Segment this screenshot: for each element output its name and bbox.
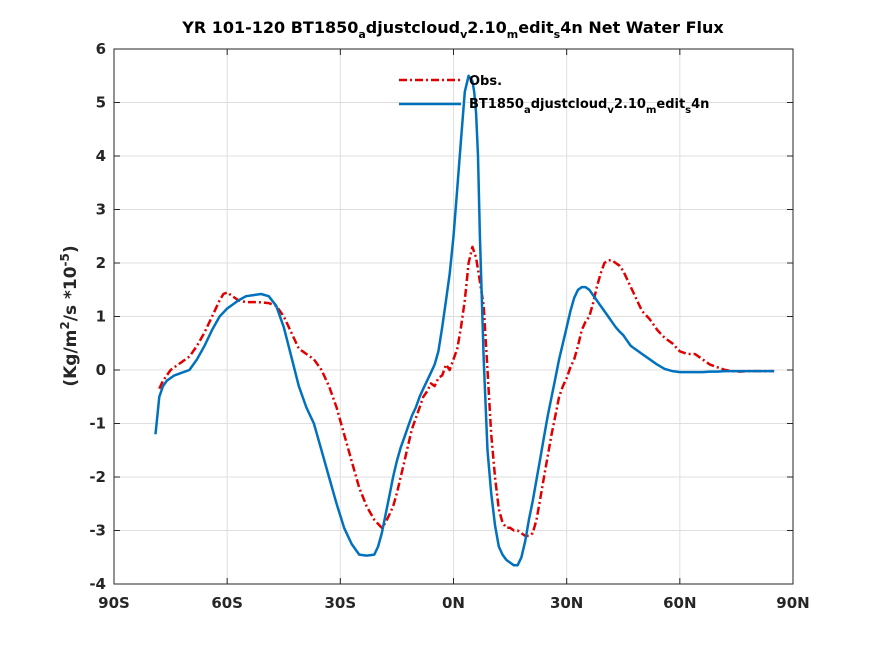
obs-series-line [158, 245, 775, 538]
y-tick-label: 4 [96, 147, 106, 165]
legend-model-label: BT1850adjustcloudv2.10medits4n [469, 97, 709, 116]
grid-lines [114, 49, 793, 584]
y-tick-label: 5 [96, 94, 106, 112]
axis-ticks: 90S 60S 30S 0N 30N 60N 90N -4 -3 -2 -1 0 1 2 3 4 5 6 [89, 40, 809, 612]
series-layer [154, 74, 775, 567]
legend-obs-label: Obs. [469, 74, 502, 89]
x-tick-label: 30S [324, 594, 356, 612]
y-tick-label: 3 [96, 201, 106, 219]
y-axis-label: (Kg/m2/s *10-5) [58, 245, 81, 386]
y-tick-label: -3 [89, 522, 106, 540]
y-tick-label: -1 [89, 415, 106, 433]
x-tick-label: 30N [550, 594, 583, 612]
model-series-line [154, 74, 775, 567]
y-tick-label: 2 [96, 254, 106, 272]
x-tick-label: 90S [98, 594, 130, 612]
x-tick-label: 90N [776, 594, 809, 612]
y-tick-label: 0 [96, 361, 106, 379]
y-tick-label: -4 [89, 575, 106, 593]
plot-area: 90S 60S 30S 0N 30N 60N 90N -4 -3 -2 -1 0 1 2 3 4 5 6 [89, 40, 809, 612]
legend: Obs. BT1850adjustcloudv2.10medits4n [399, 74, 709, 116]
chart-title: YR 101-120 BT1850adjustcloudv2.10medits4… [181, 18, 724, 41]
x-tick-label: 60S [211, 594, 243, 612]
x-tick-label: 0N [442, 594, 465, 612]
x-tick-label: 60N [663, 594, 696, 612]
y-tick-label: -2 [89, 468, 106, 486]
y-tick-label: 1 [96, 308, 106, 326]
y-tick-label: 6 [96, 40, 106, 58]
